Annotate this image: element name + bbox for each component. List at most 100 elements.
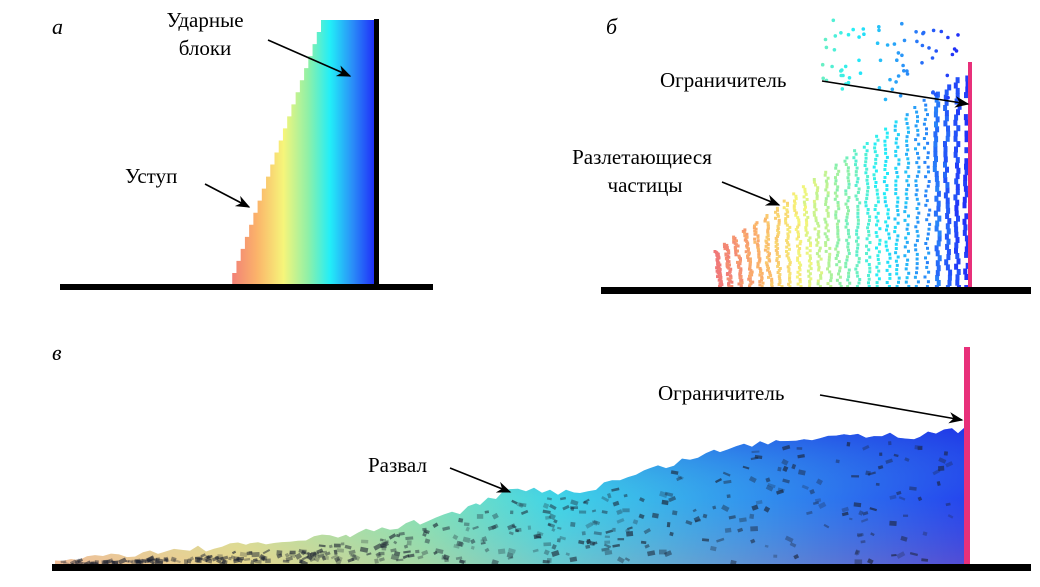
particle — [765, 255, 769, 259]
particle — [785, 239, 789, 242]
particle — [945, 213, 950, 219]
particle — [827, 264, 831, 268]
particle — [955, 199, 960, 206]
block-gap — [506, 551, 514, 559]
block-gap — [462, 536, 471, 543]
particle — [934, 175, 939, 182]
particle — [962, 218, 967, 225]
particle — [825, 223, 829, 227]
label-blocks-line2: блоки — [179, 36, 232, 60]
particle — [794, 194, 798, 198]
particle — [846, 80, 851, 85]
particle — [888, 77, 892, 82]
particle — [756, 249, 760, 252]
particle — [775, 242, 779, 246]
particle — [944, 99, 949, 106]
particle — [906, 166, 910, 170]
panel-a: а Ударные блоки Уступ — [52, 8, 433, 290]
particle — [727, 281, 731, 285]
particle — [955, 93, 960, 100]
particle — [815, 238, 818, 242]
block-gap — [841, 506, 849, 513]
particle — [838, 275, 842, 279]
block-gap — [236, 557, 244, 564]
block-gap — [791, 463, 797, 470]
particle — [857, 35, 861, 39]
particle — [835, 194, 839, 198]
block-gap — [851, 475, 860, 478]
block-gap — [94, 560, 99, 565]
particle — [755, 242, 759, 246]
particle — [741, 229, 745, 233]
particle — [874, 181, 878, 184]
block-gap — [701, 538, 710, 542]
impact-blocks — [228, 20, 374, 285]
particle — [914, 30, 918, 34]
particle — [965, 86, 970, 93]
particle — [798, 273, 802, 277]
block-gap — [374, 558, 379, 564]
block-gap — [299, 559, 303, 564]
particle — [884, 151, 888, 155]
particle — [777, 262, 780, 266]
particle — [829, 285, 833, 288]
block-gap — [601, 547, 610, 552]
particle — [943, 192, 948, 199]
particle — [865, 197, 869, 200]
particle — [805, 246, 809, 250]
particle — [826, 211, 830, 215]
block-gap — [945, 502, 951, 507]
particle — [818, 246, 822, 250]
particle — [865, 244, 868, 248]
particle — [756, 263, 760, 267]
block-gap — [484, 547, 490, 553]
particle — [928, 222, 932, 226]
block-gap — [366, 552, 372, 556]
block-gap — [60, 560, 67, 564]
particle — [884, 220, 888, 224]
block-gap — [797, 469, 806, 476]
block-gap — [835, 459, 840, 464]
label-blocks-line1: Ударные — [166, 8, 243, 32]
label-particles-line2: частицы — [608, 173, 683, 197]
particle — [955, 274, 960, 281]
particle — [865, 259, 869, 263]
particle — [925, 218, 929, 222]
particle — [786, 265, 790, 269]
block-gap — [854, 549, 861, 555]
block-gap — [643, 528, 652, 535]
particle — [895, 204, 899, 208]
particle — [933, 146, 938, 153]
particle — [785, 223, 789, 227]
particle — [774, 236, 778, 240]
block-gap — [131, 559, 136, 565]
particle — [875, 154, 879, 158]
particle — [838, 266, 842, 270]
block-gap — [184, 559, 189, 564]
particle — [927, 170, 930, 174]
particle — [775, 250, 779, 254]
particle — [964, 191, 969, 198]
particle — [956, 215, 960, 222]
particle — [776, 228, 780, 232]
block-gap — [664, 550, 673, 558]
particle — [832, 48, 837, 52]
particle — [751, 280, 755, 284]
particle — [785, 250, 788, 253]
particle — [885, 184, 889, 188]
particle — [786, 228, 790, 232]
particle — [900, 21, 904, 26]
arrow-limiter — [821, 80, 970, 108]
particle — [734, 250, 738, 254]
particle — [905, 139, 909, 143]
block-gap — [289, 550, 296, 555]
particle — [905, 144, 909, 147]
block-gap — [455, 556, 463, 561]
particle — [965, 75, 970, 82]
particle — [748, 257, 752, 261]
particle — [946, 228, 951, 235]
panel-letter: б — [606, 14, 618, 39]
block-gap — [557, 526, 562, 530]
block-gap — [403, 550, 411, 554]
particle — [894, 183, 898, 187]
